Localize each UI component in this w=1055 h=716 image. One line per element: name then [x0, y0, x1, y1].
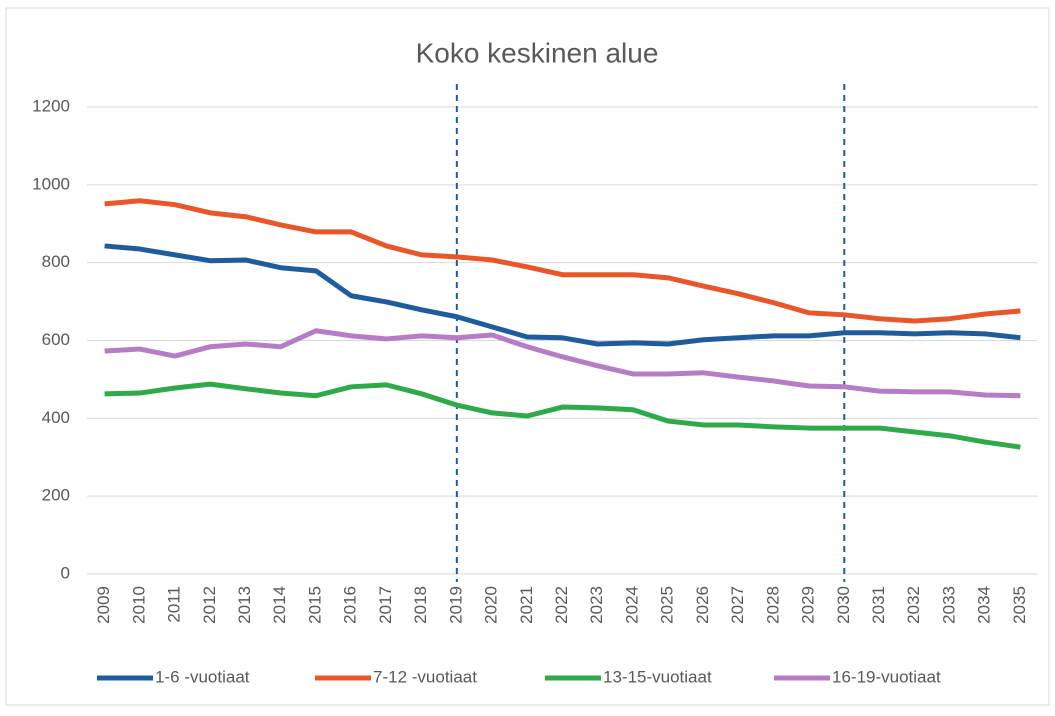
- legend-label: 7-12 -vuotiaat: [373, 667, 477, 686]
- series-line: [104, 243, 1021, 347]
- x-tick-label: 2014: [270, 586, 289, 624]
- legend-label: 16-19-vuotiaat: [832, 667, 941, 686]
- x-tick-label: 2033: [939, 586, 958, 624]
- y-tick-label: 1200: [32, 96, 70, 115]
- y-tick-label: 800: [42, 252, 70, 271]
- x-tick-label: 2028: [763, 586, 782, 624]
- x-tick-label: 2013: [235, 586, 254, 624]
- x-tick-label: 2034: [975, 586, 994, 624]
- legend-label: 1-6 -vuotiaat: [155, 667, 250, 686]
- x-tick-label: 2018: [411, 586, 430, 624]
- y-tick-label: 1000: [32, 174, 70, 193]
- x-tick-label: 2021: [517, 586, 536, 624]
- x-tick-label: 2017: [376, 586, 395, 624]
- x-tick-label: 2035: [1010, 586, 1029, 624]
- series-line: [104, 328, 1021, 399]
- x-tick-label: 2026: [693, 586, 712, 624]
- x-tick-label: 2011: [165, 586, 184, 623]
- x-tick-label: 2025: [658, 586, 677, 624]
- y-tick-label: 600: [42, 330, 70, 349]
- x-tick-label: 2030: [834, 586, 853, 624]
- y-tick-label: 200: [42, 486, 70, 505]
- x-tick-label: 2020: [482, 586, 501, 624]
- x-tick-label: 2016: [341, 586, 360, 624]
- x-tick-label: 2019: [446, 586, 465, 624]
- series-line: [104, 198, 1021, 324]
- x-tick-label: 2029: [799, 586, 818, 624]
- x-tick-label: 2031: [869, 586, 888, 624]
- series-line: [104, 381, 1021, 450]
- x-tick-label: 2027: [728, 586, 747, 624]
- y-tick-label: 400: [42, 408, 70, 427]
- x-tick-label: 2012: [200, 586, 219, 624]
- x-tick-label: 2009: [94, 586, 113, 624]
- chart-title: Koko keskinen alue: [416, 37, 659, 68]
- x-tick-label: 2015: [305, 586, 324, 624]
- y-tick-label: 0: [61, 563, 70, 582]
- x-tick-label: 2024: [622, 586, 641, 624]
- x-tick-label: 2010: [129, 586, 148, 624]
- legend-label: 13-15-vuotiaat: [603, 667, 712, 686]
- x-tick-label: 2023: [587, 586, 606, 624]
- x-tick-label: 2032: [904, 586, 923, 624]
- x-tick-label: 2022: [552, 586, 571, 624]
